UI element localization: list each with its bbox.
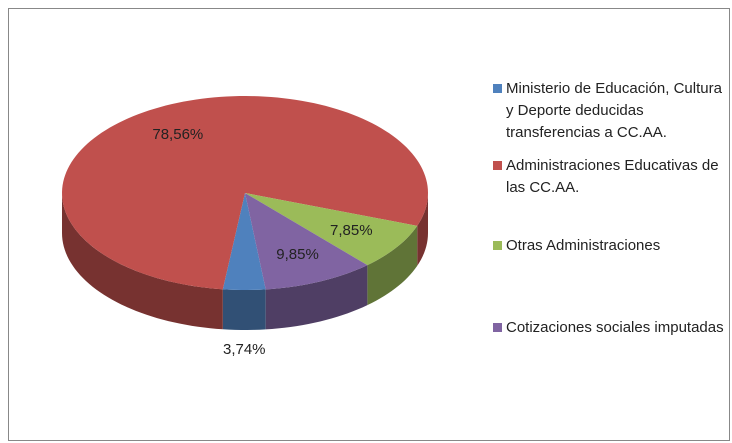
legend-label: Administraciones Educativas de las CC.AA… <box>506 157 719 196</box>
data-label: 9,85% <box>276 246 319 263</box>
slice-side <box>222 289 266 330</box>
legend-swatch <box>493 84 502 93</box>
slice-side <box>417 193 428 266</box>
data-label: 3,74% <box>223 341 266 358</box>
legend-swatch <box>493 241 502 250</box>
legend-swatch <box>493 323 502 332</box>
slice <box>245 193 418 266</box>
legend-swatch <box>493 161 502 170</box>
slice-side <box>367 225 418 306</box>
legend-entry: Administraciones Educativas de las CC.AA… <box>490 155 726 199</box>
slice <box>222 193 266 290</box>
data-label: 7,85% <box>330 222 373 239</box>
legend-entry: Otras Administraciones <box>490 235 726 257</box>
legend-entry: Ministerio de Educación, Cultura y Depor… <box>490 78 726 144</box>
legend-entry: Cotizaciones sociales imputadas <box>490 317 726 339</box>
legend-label: Ministerio de Educación, Cultura y Depor… <box>506 80 722 141</box>
data-label: 78,56% <box>152 126 203 143</box>
slice-side <box>62 193 223 330</box>
slice <box>62 96 428 290</box>
slice-side <box>265 265 368 330</box>
legend-label: Otras Administraciones <box>506 237 661 254</box>
slice <box>245 193 368 290</box>
legend-label: Cotizaciones sociales imputadas <box>506 319 724 336</box>
